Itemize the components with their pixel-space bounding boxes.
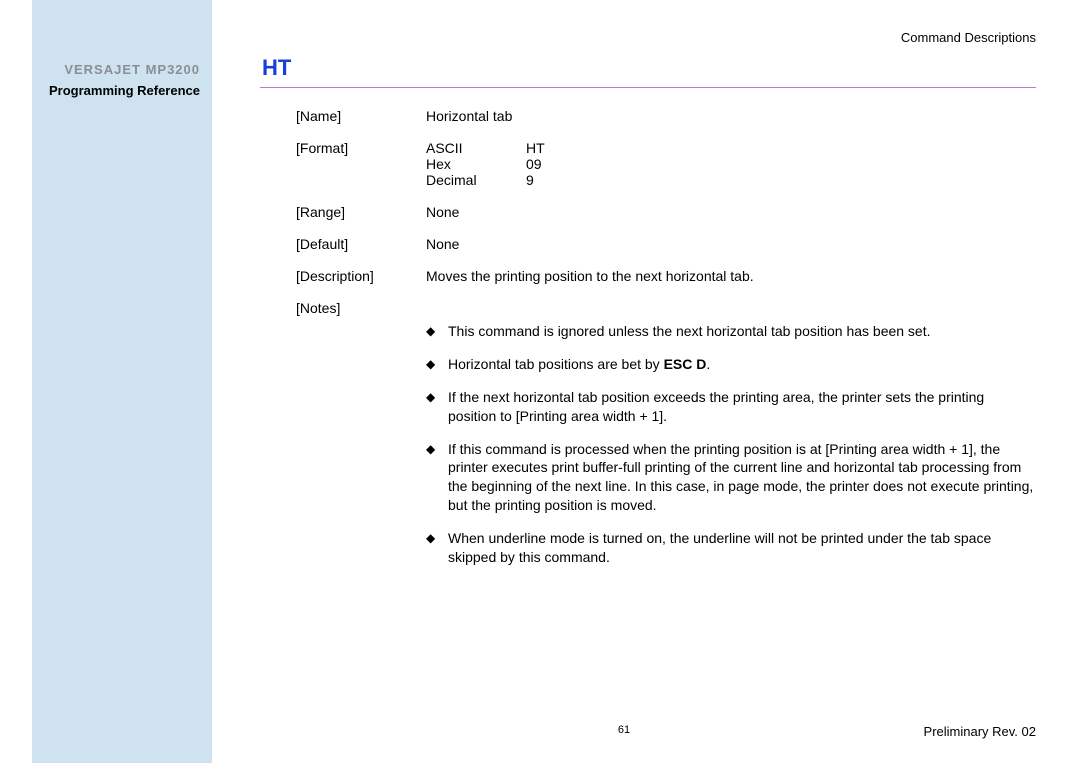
sidebar: VERSAJET MP3200 Programming Reference xyxy=(32,0,212,763)
format-key: ASCII xyxy=(426,140,526,156)
label-default: [Default] xyxy=(296,236,426,252)
label-description: [Description] xyxy=(296,268,426,284)
diamond-icon: ◆ xyxy=(426,388,448,426)
note-item: ◆ Horizontal tab positions are bet by ES… xyxy=(426,355,1036,374)
format-val: 09 xyxy=(526,156,586,172)
value-name: Horizontal tab xyxy=(426,108,1036,124)
label-format: [Format] xyxy=(296,140,426,188)
row-name: [Name] Horizontal tab xyxy=(296,108,1036,124)
diamond-icon: ◆ xyxy=(426,355,448,374)
format-val: HT xyxy=(526,140,586,156)
doc-title: Programming Reference xyxy=(44,83,200,98)
content-block: [Name] Horizontal tab [Format] ASCII HT … xyxy=(260,108,1036,567)
title-divider xyxy=(260,87,1036,88)
value-format: ASCII HT Hex 09 Decimal 9 xyxy=(426,140,1036,188)
command-title: HT xyxy=(262,55,1036,81)
label-notes: [Notes] xyxy=(296,300,426,316)
sidebar-inner: VERSAJET MP3200 Programming Reference xyxy=(32,0,212,98)
format-row: Decimal 9 xyxy=(426,172,586,188)
label-name: [Name] xyxy=(296,108,426,124)
format-key: Decimal xyxy=(426,172,526,188)
diamond-icon: ◆ xyxy=(426,322,448,341)
note-text: Horizontal tab positions are bet by ESC … xyxy=(448,355,1036,374)
format-table: ASCII HT Hex 09 Decimal 9 xyxy=(426,140,586,188)
note-item: ◆ If the next horizontal tab position ex… xyxy=(426,388,1036,426)
format-key: Hex xyxy=(426,156,526,172)
note-item: ◆ If this command is processed when the … xyxy=(426,440,1036,516)
section-header: Command Descriptions xyxy=(260,30,1036,45)
notes-list: ◆ This command is ignored unless the nex… xyxy=(296,322,1036,567)
note-text: If the next horizontal tab position exce… xyxy=(448,388,1036,426)
main-content: Command Descriptions HT [Name] Horizonta… xyxy=(212,0,1080,763)
revision-text: Preliminary Rev. 02 xyxy=(924,724,1036,739)
label-range: [Range] xyxy=(296,204,426,220)
value-range: None xyxy=(426,204,1036,220)
value-description: Moves the printing position to the next … xyxy=(426,268,1036,284)
format-row: ASCII HT xyxy=(426,140,586,156)
value-notes-empty xyxy=(426,300,1036,316)
value-default: None xyxy=(426,236,1036,252)
row-range: [Range] None xyxy=(296,204,1036,220)
page-number: 61 xyxy=(618,724,630,736)
product-name: VERSAJET MP3200 xyxy=(44,62,200,77)
note-item: ◆ This command is ignored unless the nex… xyxy=(426,322,1036,341)
row-default: [Default] None xyxy=(296,236,1036,252)
row-notes: [Notes] xyxy=(296,300,1036,316)
footer: 61 Preliminary Rev. 02 xyxy=(212,724,1036,739)
row-description: [Description] Moves the printing positio… xyxy=(296,268,1036,284)
diamond-icon: ◆ xyxy=(426,529,448,567)
note-text: This command is ignored unless the next … xyxy=(448,322,1036,341)
note-text: When underline mode is turned on, the un… xyxy=(448,529,1036,567)
note-text: If this command is processed when the pr… xyxy=(448,440,1036,516)
diamond-icon: ◆ xyxy=(426,440,448,516)
note-item: ◆ When underline mode is turned on, the … xyxy=(426,529,1036,567)
row-format: [Format] ASCII HT Hex 09 Decimal 9 xyxy=(296,140,1036,188)
format-val: 9 xyxy=(526,172,586,188)
format-row: Hex 09 xyxy=(426,156,586,172)
